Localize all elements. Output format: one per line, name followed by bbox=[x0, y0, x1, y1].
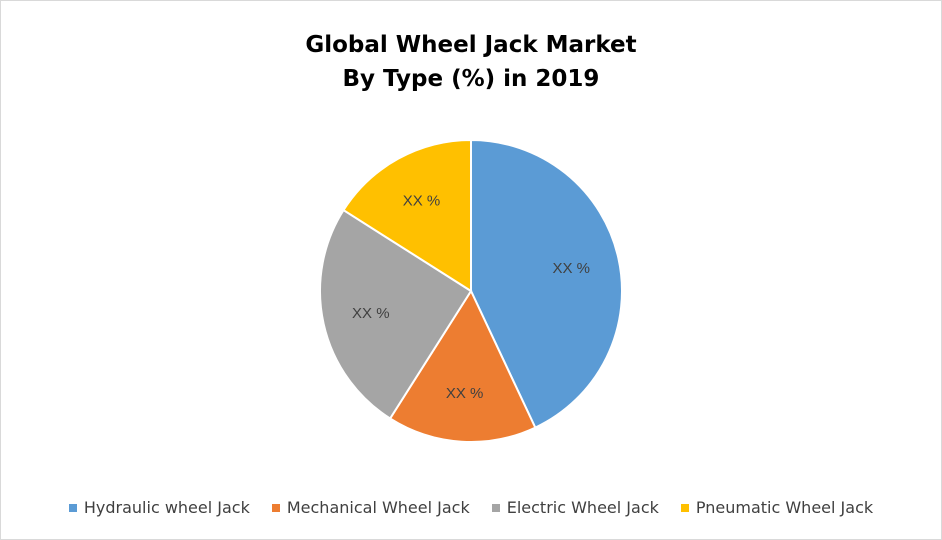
legend-label-mechanical: Mechanical Wheel Jack bbox=[286, 498, 470, 517]
data-label-pneumatic: XX % bbox=[403, 193, 441, 210]
legend: Hydraulic wheel Jack Mechanical Wheel Ja… bbox=[0, 498, 942, 517]
legend-swatch-mechanical bbox=[271, 503, 280, 512]
chart-title: Global Wheel Jack Market By Type (%) in … bbox=[0, 28, 942, 96]
pie-slices bbox=[319, 138, 623, 443]
data-label-electric: XX % bbox=[352, 305, 390, 322]
legend-label-hydraulic: Hydraulic wheel Jack bbox=[83, 498, 250, 517]
data-label-hydraulic: XX % bbox=[552, 260, 590, 277]
legend-item-hydraulic: Hydraulic wheel Jack bbox=[68, 498, 250, 517]
chart-title-line-2: By Type (%) in 2019 bbox=[342, 66, 600, 92]
legend-item-pneumatic: Pneumatic Wheel Jack bbox=[680, 498, 874, 517]
legend-swatch-electric bbox=[491, 503, 500, 512]
legend-item-mechanical: Mechanical Wheel Jack bbox=[271, 498, 470, 517]
legend-swatch-hydraulic bbox=[68, 503, 77, 512]
legend-item-electric: Electric Wheel Jack bbox=[491, 498, 659, 517]
pie-data-labels: XX % XX % XX % XX % bbox=[352, 193, 590, 403]
pie-slice-electric bbox=[319, 208, 473, 420]
legend-swatch-pneumatic bbox=[680, 503, 689, 512]
chart-title-line-1: Global Wheel Jack Market bbox=[305, 32, 637, 58]
pie-slice-mechanical bbox=[388, 288, 537, 443]
legend-label-pneumatic: Pneumatic Wheel Jack bbox=[695, 498, 874, 517]
legend-label-electric: Electric Wheel Jack bbox=[506, 498, 659, 517]
pie-slice-hydraulic bbox=[470, 138, 623, 429]
data-label-mechanical: XX % bbox=[446, 385, 484, 402]
pie-slice-pneumatic bbox=[342, 138, 472, 293]
